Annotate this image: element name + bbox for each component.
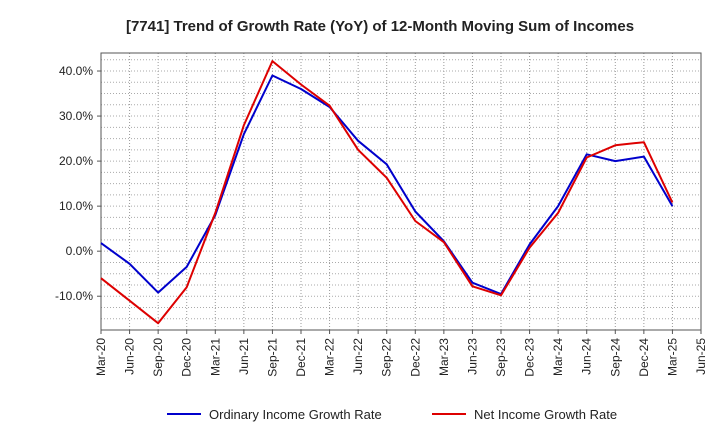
y-tick-label: 0.0%: [66, 244, 94, 258]
x-tick-label: Mar-25: [665, 338, 679, 376]
x-tick-label: Jun-20: [123, 338, 137, 375]
x-tick-label: Mar-21: [208, 338, 222, 376]
x-tick-label: Dec-21: [294, 338, 308, 377]
x-tick-label: Jun-25: [694, 338, 708, 375]
x-tick-label: Mar-24: [551, 338, 565, 376]
x-tick-label: Dec-22: [408, 338, 422, 377]
x-tick-label: Sep-21: [265, 338, 279, 377]
x-tick-label: Jun-24: [580, 338, 594, 375]
x-tick-label: Mar-22: [323, 338, 337, 376]
legend-label-0: Ordinary Income Growth Rate: [209, 407, 382, 422]
x-tick-label: Sep-23: [494, 338, 508, 377]
x-tick-label: Jun-21: [237, 338, 251, 375]
x-axis: Mar-20 Jun-20 Sep-20 Dec-20 Mar-21 Jun-21 Sep-…: [94, 330, 708, 377]
y-tick-label: 10.0%: [59, 199, 93, 213]
grid: [100, 53, 702, 331]
x-tick-label: Mar-23: [437, 338, 451, 376]
y-axis: -10.0% 0.0% 10.0% 20.0% 30.0% 40.0%: [55, 64, 101, 303]
legend: Ordinary Income Growth Rate Net Income Gr…: [167, 407, 617, 422]
legend-label-1: Net Income Growth Rate: [474, 407, 617, 422]
x-tick-label: Jun-23: [465, 338, 479, 375]
series-lines: [100, 60, 674, 325]
x-tick-label: Mar-20: [94, 338, 108, 376]
x-tick-label: Dec-20: [180, 338, 194, 377]
x-tick-label: Sep-22: [380, 338, 394, 377]
x-tick-label: Sep-24: [608, 338, 622, 377]
x-tick-label: Dec-24: [637, 338, 651, 377]
series-line-1: [100, 60, 674, 325]
chart-title: [7741] Trend of Growth Rate (YoY) of 12-…: [126, 18, 634, 35]
series-line-0: [100, 74, 674, 295]
plot-frame: [100, 52, 702, 331]
y-tick-label: 30.0%: [59, 109, 93, 123]
y-tick-label: 40.0%: [59, 64, 93, 78]
y-tick-label: 20.0%: [59, 154, 93, 168]
x-tick-label: Jun-22: [351, 338, 365, 375]
x-tick-label: Dec-23: [523, 338, 537, 377]
y-tick-label: -10.0%: [55, 289, 93, 303]
x-tick-label: Sep-20: [151, 338, 165, 377]
